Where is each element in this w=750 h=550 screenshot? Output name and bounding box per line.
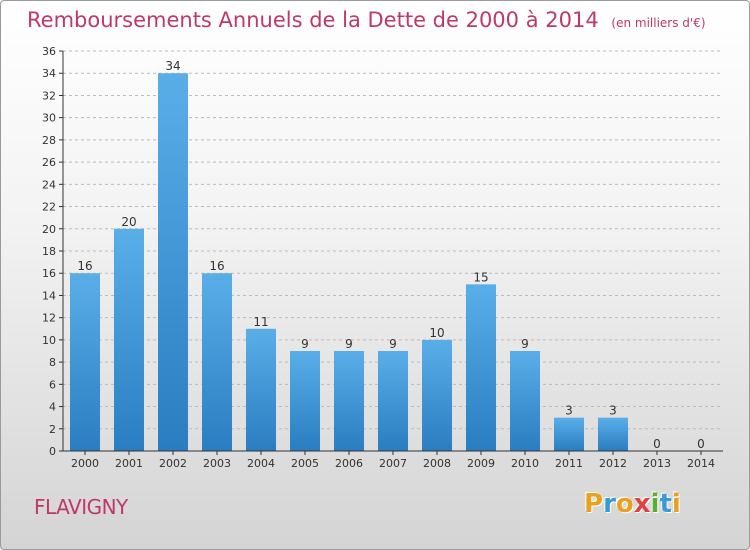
y-tick-label: 30 <box>42 112 56 125</box>
data-label-2009: 15 <box>473 270 488 284</box>
x-tick-label: 2006 <box>335 457 363 470</box>
x-tick-label: 2000 <box>71 457 99 470</box>
data-label-2003: 16 <box>209 259 224 273</box>
bar-2002 <box>158 73 188 451</box>
y-tick-label: 20 <box>42 223 56 236</box>
y-tick-label: 34 <box>42 67 56 80</box>
y-tick-label: 0 <box>49 445 56 458</box>
bar-2010 <box>510 351 540 451</box>
data-label-2006: 9 <box>345 337 353 351</box>
x-tick-label: 2003 <box>203 457 231 470</box>
bar-2006 <box>334 351 364 451</box>
bar-2011 <box>554 417 584 451</box>
bar-2012 <box>598 417 628 451</box>
chart-title: Remboursements Annuels de la Dette de 20… <box>27 8 599 32</box>
data-label-2007: 9 <box>389 337 397 351</box>
y-tick-label: 8 <box>49 356 56 369</box>
x-tick-label: 2011 <box>555 457 583 470</box>
x-tick-label: 2010 <box>511 457 539 470</box>
x-tick-label: 2002 <box>159 457 187 470</box>
bar-2009 <box>466 284 496 451</box>
data-label-2000: 16 <box>77 259 92 273</box>
logo-letter: i <box>650 489 660 519</box>
city-name: FLAVIGNY <box>34 495 128 519</box>
chart-subtitle: (en milliers d'€) <box>611 16 706 30</box>
y-tick-label: 24 <box>42 178 56 191</box>
x-tick-label: 2013 <box>643 457 671 470</box>
y-tick-label: 12 <box>42 312 56 325</box>
x-tick-label: 2005 <box>291 457 319 470</box>
x-tick-label: 2009 <box>467 457 495 470</box>
bar-2003 <box>202 273 232 451</box>
data-label-2010: 9 <box>521 337 529 351</box>
data-label-2014: 0 <box>697 437 705 451</box>
y-tick-label: 16 <box>42 267 56 280</box>
y-tick-label: 6 <box>49 378 56 391</box>
x-tick-label: 2014 <box>687 457 715 470</box>
data-labels: 16 20 34 16 11 9 9 9 10 15 9 3 3 0 0 <box>77 59 704 451</box>
bar-2008 <box>422 339 452 451</box>
x-tick-label: 2004 <box>247 457 275 470</box>
data-label-2013: 0 <box>653 437 661 451</box>
y-tick-label: 26 <box>42 156 56 169</box>
y-tick-label: 18 <box>42 245 56 258</box>
logo-letter: P <box>584 489 604 519</box>
x-tick-label: 2008 <box>423 457 451 470</box>
y-tick-label: 10 <box>42 334 56 347</box>
y-tick-label: 28 <box>42 134 56 147</box>
chart-title-block: Remboursements Annuels de la Dette de 20… <box>27 8 706 32</box>
logo-letter: r <box>603 489 616 519</box>
logo-letter: t <box>659 489 672 519</box>
data-label-2008: 10 <box>429 326 444 340</box>
data-label-2001: 20 <box>121 215 136 229</box>
proxiti-logo: Proxiti <box>584 489 681 519</box>
y-tick-label: 4 <box>49 401 56 414</box>
data-label-2004: 11 <box>253 315 268 329</box>
y-tick-label: 14 <box>42 289 56 302</box>
data-label-2011: 3 <box>565 404 573 418</box>
bar-2000 <box>70 273 100 451</box>
bars <box>70 73 628 451</box>
bar-2007 <box>378 351 408 451</box>
x-tick-label: 2001 <box>115 457 143 470</box>
logo-letter: o <box>615 489 634 519</box>
logo-letter: i <box>671 489 681 519</box>
logo-letter: x <box>633 489 651 519</box>
bar-2005 <box>290 351 320 451</box>
y-tick-label: 36 <box>42 45 56 58</box>
x-tick-label: 2012 <box>599 457 627 470</box>
y-tick-label: 22 <box>42 201 56 214</box>
bar-2001 <box>114 228 144 451</box>
y-tick-label: 32 <box>42 89 56 102</box>
data-label-2005: 9 <box>301 337 309 351</box>
bar-2004 <box>246 328 276 451</box>
data-label-2002: 34 <box>165 59 180 73</box>
x-tick-label: 2007 <box>379 457 407 470</box>
data-label-2012: 3 <box>609 404 617 418</box>
y-tick-label: 2 <box>49 423 56 436</box>
